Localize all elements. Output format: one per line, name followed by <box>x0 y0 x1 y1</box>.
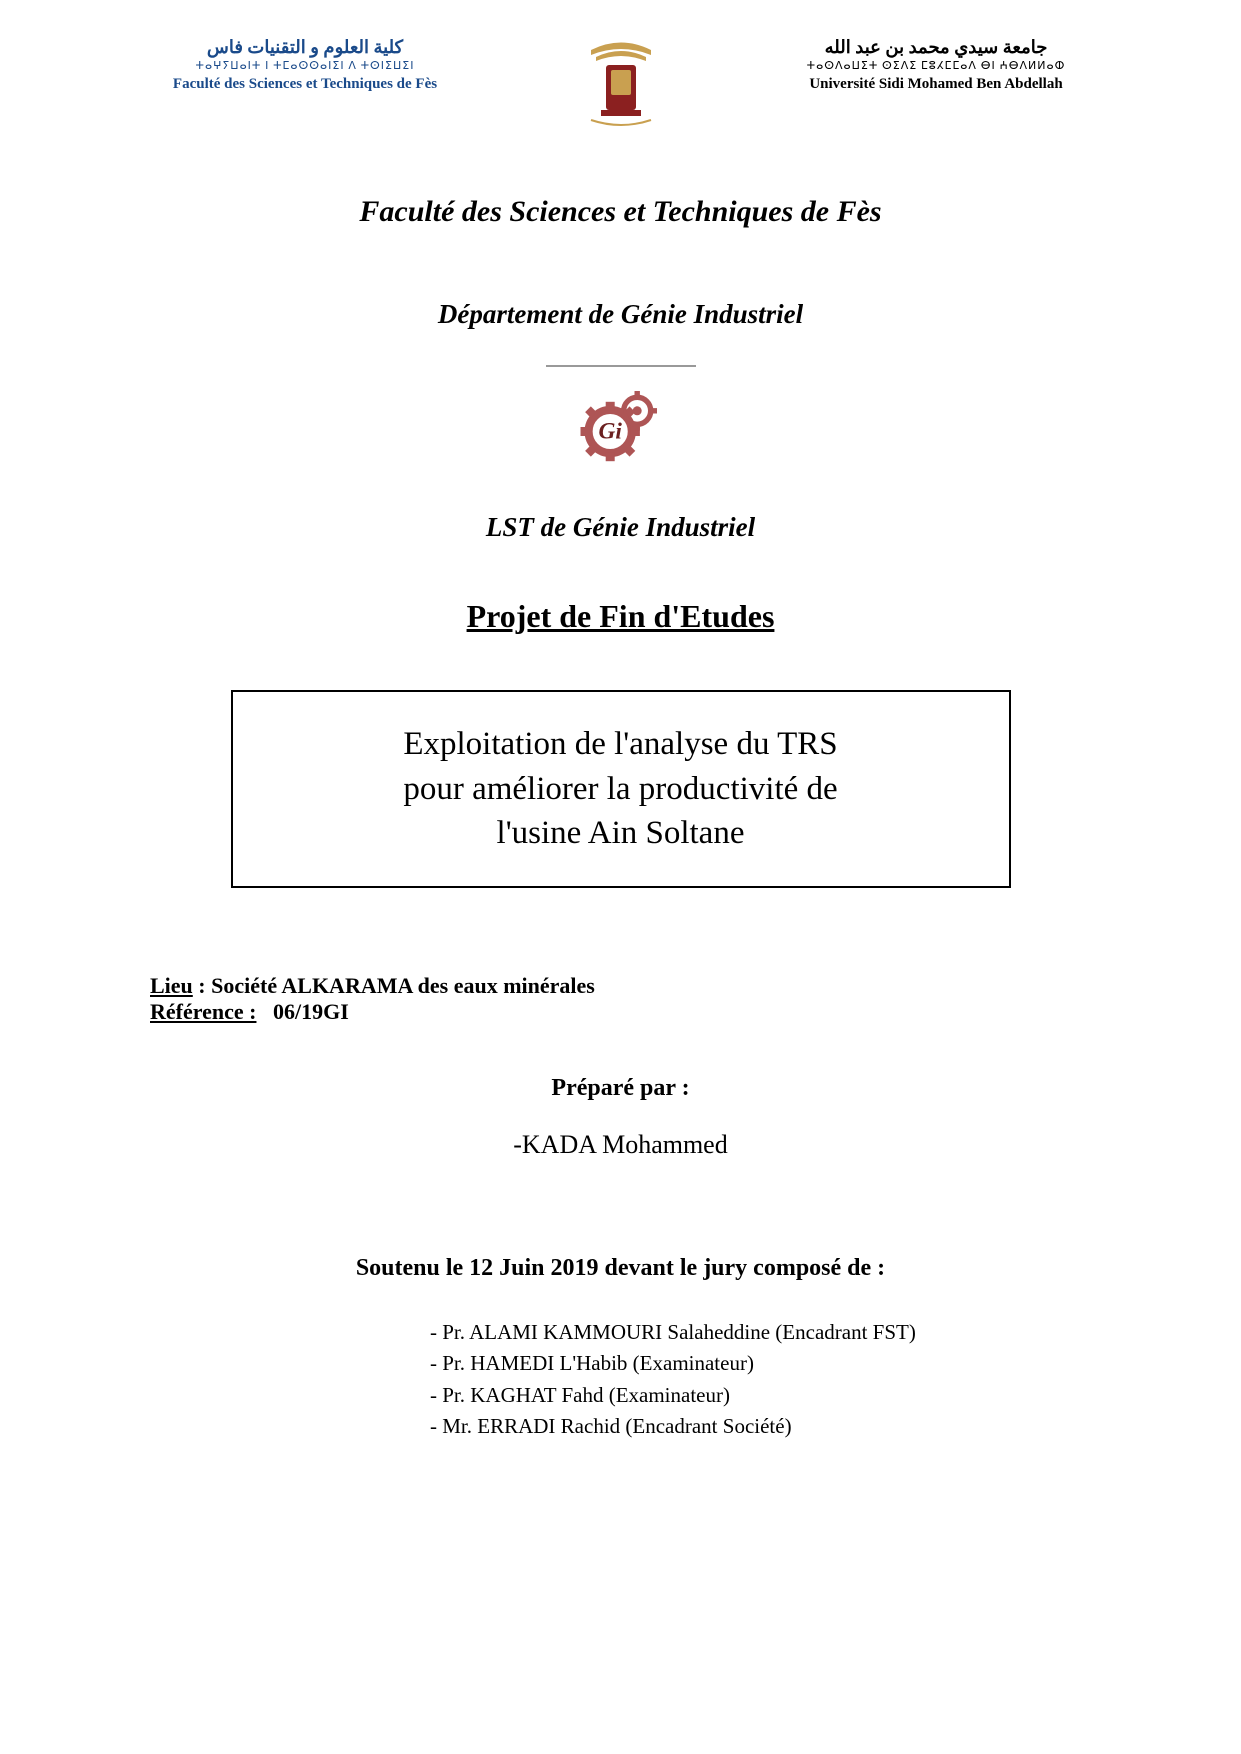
gear-icon: Gi <box>576 382 666 472</box>
university-tifinagh: ⵜⴰⵙⴷⴰⵡⵉⵜ ⵙⵉⴷⵉ ⵎⵓⵃⵎⵎⴰⴷ ⴱⵏ ⵄⴱⴷⵍⵍⴰⵀ <box>771 59 1101 74</box>
faculty-french: Faculté des Sciences et Techniques de Fè… <box>140 74 470 94</box>
lieu-value: Société ALKARAMA des eaux minérales <box>211 973 595 998</box>
university-french: Université Sidi Mohamed Ben Abdellah <box>771 74 1101 94</box>
reference-label: Référence : <box>150 999 256 1024</box>
center-emblem <box>561 35 681 135</box>
department-underline <box>546 365 696 367</box>
main-title-box: Exploitation de l'analyse du TRS pour am… <box>231 690 1011 888</box>
jury-member: - Mr. ERRADI Rachid (Encadrant Société) <box>430 1411 1101 1443</box>
jury-member: - Pr. KAGHAT Fahd (Examinateur) <box>430 1380 1101 1412</box>
university-emblem-icon <box>571 35 671 135</box>
header-logos: كلية العلوم و التقنيات فاس ⵜⴰⵖⵢⵡⴰⵏⵜ ⵏ ⵜⵎ… <box>140 35 1101 135</box>
faculty-arabic: كلية العلوم و التقنيات فاس <box>140 35 470 59</box>
gi-logo: Gi <box>140 382 1101 472</box>
reference-value: 06/19GI <box>273 999 349 1024</box>
university-arabic: جامعة سيدي محمد بن عبد الله <box>771 35 1101 59</box>
svg-text:Gi: Gi <box>598 419 622 445</box>
faculty-logo-block: كلية العلوم و التقنيات فاس ⵜⴰⵖⵢⵡⴰⵏⵜ ⵏ ⵜⵎ… <box>140 35 470 94</box>
lieu-label: Lieu <box>150 973 193 998</box>
main-title-line2: pour améliorer la productivité de <box>273 767 969 812</box>
university-logo-block: جامعة سيدي محمد بن عبد الله ⵜⴰⵙⴷⴰⵡⵉⵜ ⵙⵉⴷ… <box>771 35 1101 94</box>
lieu-reference: Lieu : Société ALKARAMA des eaux minéral… <box>150 973 1101 1025</box>
projet-title: Projet de Fin d'Etudes <box>140 598 1101 635</box>
lst-title: LST de Génie Industriel <box>140 512 1101 543</box>
main-title-line3: l'usine Ain Soltane <box>273 811 969 856</box>
author-name: -KADA Mohammed <box>140 1130 1101 1160</box>
jury-member: - Pr. HAMEDI L'Habib (Examinateur) <box>430 1348 1101 1380</box>
main-title-line1: Exploitation de l'analyse du TRS <box>273 722 969 767</box>
faculty-title: Faculté des Sciences et Techniques de Fè… <box>140 195 1101 229</box>
jury-list: - Pr. ALAMI KAMMOURI Salaheddine (Encadr… <box>430 1317 1101 1443</box>
department-title: Département de Génie Industriel <box>140 299 1101 330</box>
jury-member: - Pr. ALAMI KAMMOURI Salaheddine (Encadr… <box>430 1317 1101 1349</box>
prepared-by-label: Préparé par : <box>140 1075 1101 1102</box>
soutenu-label: Soutenu le 12 Juin 2019 devant le jury c… <box>140 1255 1101 1282</box>
faculty-tifinagh: ⵜⴰⵖⵢⵡⴰⵏⵜ ⵏ ⵜⵎⴰⵙⵙⴰⵏⵉⵏ ⴷ ⵜⵙⵏⵉⵡⵉⵏ <box>140 59 470 74</box>
